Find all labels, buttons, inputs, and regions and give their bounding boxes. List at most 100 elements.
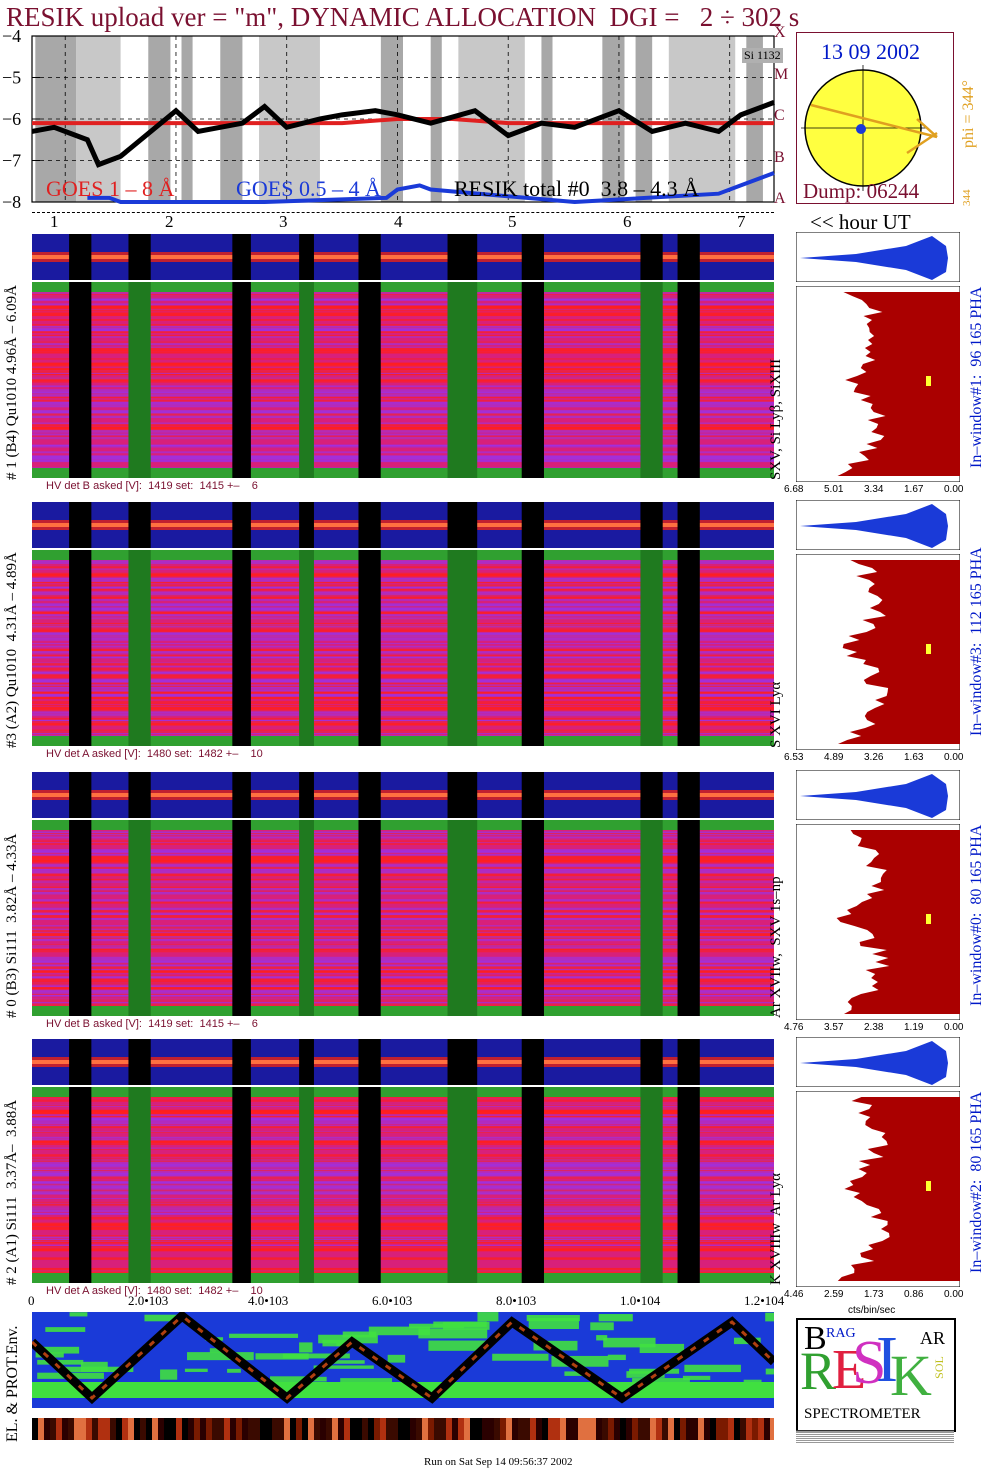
env-flux-patch — [596, 1335, 608, 1341]
goes-series-line — [87, 171, 775, 205]
logo-resik-i: I — [876, 1323, 898, 1396]
env-strip-cell — [620, 1418, 626, 1440]
env-flux-patch — [313, 1376, 327, 1382]
env-strip-cell — [212, 1418, 218, 1440]
pha-strip — [32, 502, 774, 548]
logo-rag: RAG — [826, 1326, 856, 1341]
hour-axis-unit: << hour UT — [810, 210, 911, 234]
env-strip-cell — [398, 1418, 404, 1440]
sun-date: 13 09 2002 — [821, 39, 920, 64]
env-strip-cell — [68, 1418, 74, 1440]
env-strip-cell — [464, 1418, 470, 1440]
spectrogram — [32, 820, 774, 1016]
env-flux-patch — [318, 1334, 378, 1344]
logo-resik-k: K — [890, 1343, 932, 1408]
env-flux-patch — [184, 1368, 208, 1372]
env-strip-cell — [686, 1418, 692, 1440]
goes-ytick-label: −8 — [2, 192, 21, 210]
env-flux-patch — [255, 1353, 309, 1360]
line-spectrum — [796, 824, 960, 1020]
env-strip — [32, 1418, 774, 1440]
env-strip-cell — [758, 1418, 764, 1440]
hour-axis-label: 7 — [737, 212, 746, 231]
hv-readout: HV det B asked [V]: 1419 set: 1415 +– 6 — [46, 480, 258, 492]
detector-window-label: In–window#3: 112 165 PHA — [968, 547, 985, 736]
env-flux-patch — [160, 1369, 178, 1380]
env-flux-patch — [299, 1342, 313, 1353]
goes-ytick-label: −4 — [2, 30, 21, 46]
logo-resik-s: S — [852, 1329, 887, 1397]
env-strip-cell — [344, 1418, 350, 1440]
hour-axis-label: 5 — [508, 212, 517, 231]
env-strip-cell — [698, 1418, 704, 1440]
goes-panel: −4 −5 −6 −7 −8 GOES 1 – 8 Å GOES 0.5 – 4 Å R… — [0, 24, 790, 212]
goes-corner-label: Si 1132 — [742, 48, 783, 63]
env-flux-patch — [340, 1378, 393, 1385]
env-strip-cell — [428, 1418, 434, 1440]
env-strip-cell — [572, 1418, 578, 1440]
env-strip-cell — [152, 1418, 158, 1440]
env-flux-patch — [492, 1353, 549, 1361]
env-strip-cell — [734, 1418, 740, 1440]
env-strip-cell — [110, 1418, 116, 1440]
logo-sol: SOL — [931, 1356, 946, 1379]
env-flux-patch — [69, 1312, 88, 1317]
env-strip-cell — [710, 1418, 716, 1440]
spectrogram — [32, 1087, 774, 1283]
env-flux-patch — [368, 1326, 430, 1336]
env-flux-patch — [551, 1355, 609, 1367]
env-strip-cell — [224, 1418, 230, 1440]
env-flux-patch — [528, 1318, 579, 1329]
detector-left-label: # 1 (B4) Qu1010 4.96Å – 6.09Å — [4, 285, 20, 480]
env-strip-cell — [614, 1418, 620, 1440]
env-strip-cell — [446, 1418, 452, 1440]
spectrum-xtick: 1.73 — [864, 1289, 884, 1300]
env-strip-cell — [380, 1418, 386, 1440]
env-strip-cell — [662, 1418, 668, 1440]
goes-series-line — [32, 117, 774, 126]
sun-phi-bottom: 344 — [961, 189, 973, 207]
phi-axis-line — [810, 103, 938, 139]
env-flux-patch — [409, 1323, 465, 1329]
env-strip-cell — [320, 1418, 326, 1440]
pha-histogram — [796, 500, 960, 550]
env-strip-cell — [50, 1418, 56, 1440]
env-strip-cell — [164, 1418, 170, 1440]
spectrogram — [32, 282, 774, 478]
env-strip-cell — [458, 1418, 464, 1440]
pha-histogram — [796, 770, 960, 820]
env-strip-cell — [218, 1418, 224, 1440]
hour-axis-label: 4 — [394, 212, 403, 231]
goes-ytick-label: −5 — [2, 68, 21, 88]
env-strip-cell — [272, 1418, 278, 1440]
env-strip-cell — [764, 1418, 770, 1440]
goes-legend-resik: RESIK total #0 3.8 – 4.3 Å — [454, 176, 700, 201]
env-strip-cell — [770, 1418, 774, 1440]
detector-window-label: In–window#1: 96 165 PHA — [968, 286, 985, 468]
channel-tick: 1.0•104 — [620, 1293, 661, 1308]
env-strip-cell — [302, 1418, 308, 1440]
env-strip-cell — [56, 1418, 62, 1440]
env-strip-cell — [188, 1418, 194, 1440]
env-strip-cell — [554, 1418, 560, 1440]
spectrum-marker — [926, 914, 931, 924]
goes-legend-long: GOES 1 – 8 Å — [46, 176, 175, 201]
env-strip-cell — [356, 1418, 362, 1440]
env-strip-cell — [98, 1418, 104, 1440]
env-strip-cell — [134, 1418, 140, 1440]
detector-panel-1: #3 (A2) Qu1010 4.31Å – 4.89Å HV det A ask… — [0, 500, 1004, 763]
hour-axis-line — [32, 212, 774, 213]
hour-axis-label: 6 — [623, 212, 632, 231]
env-strip-cell — [524, 1418, 530, 1440]
env-flux-patch — [342, 1331, 377, 1338]
env-strip-cell — [362, 1418, 368, 1440]
channel-tick: 8.0•103 — [496, 1293, 537, 1308]
env-strip-cell — [176, 1418, 182, 1440]
env-strip-cell — [536, 1418, 542, 1440]
logo-resik-e: E — [832, 1339, 867, 1401]
env-flux-patch — [313, 1365, 374, 1369]
channel-tick: 4.0•103 — [248, 1293, 289, 1308]
spectrum-xtick: 0.00 — [944, 484, 964, 495]
env-strip-cell — [512, 1418, 518, 1440]
env-strip-cell — [374, 1418, 380, 1440]
